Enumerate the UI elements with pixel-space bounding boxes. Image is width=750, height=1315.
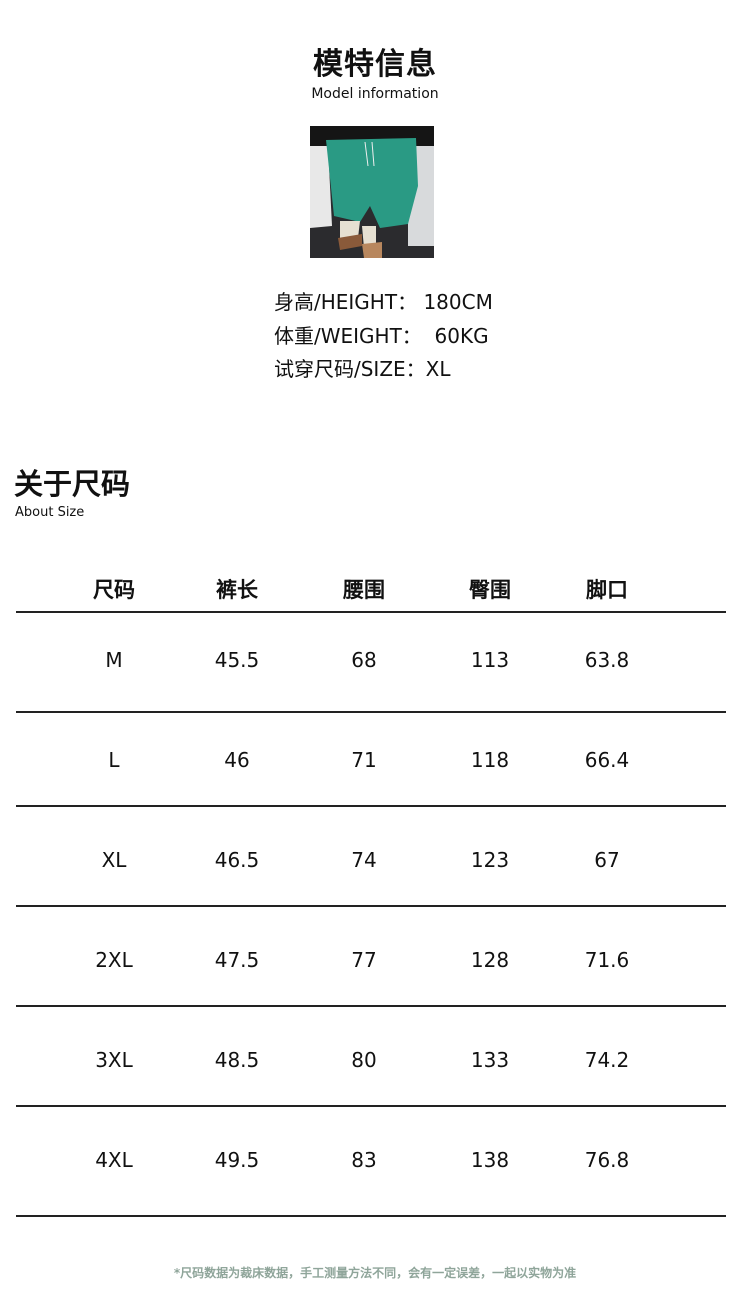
table-cell: 118	[470, 748, 510, 772]
table-cell: 74.2	[584, 1048, 630, 1072]
table-cell: 67	[594, 848, 620, 872]
table-cell: 71.6	[584, 948, 630, 972]
table-cell: 4XL	[95, 1148, 133, 1172]
table-header-cell: 尺码	[93, 578, 135, 602]
table-cell: M	[105, 648, 123, 672]
table-cell: XL	[101, 848, 127, 872]
table-cell: 71	[351, 748, 377, 772]
table-cell: 76.8	[584, 1148, 630, 1172]
model-weight: 体重/WEIGHT： 60KG	[274, 324, 489, 348]
height-value: 180CM	[423, 290, 493, 314]
table-cell: 2XL	[95, 948, 133, 972]
table-cell: 123	[470, 848, 510, 872]
size-section-subtitle: About Size	[15, 505, 85, 520]
table-cell: 3XL	[95, 1048, 133, 1072]
table-cell: 128	[470, 948, 510, 972]
table-cell: 83	[351, 1148, 377, 1172]
table-cell: 47.5	[214, 948, 260, 972]
model-height: 身高/HEIGHT： 180CM	[274, 290, 493, 314]
table-cell: L	[108, 748, 120, 772]
table-header-cell: 脚口	[586, 578, 628, 602]
table-divider	[16, 611, 726, 613]
table-cell: 80	[351, 1048, 377, 1072]
table-divider	[16, 805, 726, 807]
table-cell: 46	[224, 748, 250, 772]
table-divider	[16, 1105, 726, 1107]
table-cell: 68	[351, 648, 377, 672]
measurement-note: *尺码数据为裁床数据，手工测量方法不同，会有一定误差，一起以实物为准	[173, 1266, 577, 1280]
table-cell: 77	[351, 948, 377, 972]
table-cell: 45.5	[214, 648, 260, 672]
table-divider	[16, 711, 726, 713]
model-info-title: 模特信息	[313, 47, 437, 82]
model-info-subtitle: Model information	[311, 86, 439, 102]
model-photo	[310, 126, 434, 258]
table-cell: 138	[470, 1148, 510, 1172]
table-cell: 133	[470, 1048, 510, 1072]
table-divider	[16, 1215, 726, 1217]
table-cell: 46.5	[214, 848, 260, 872]
table-cell: 49.5	[214, 1148, 260, 1172]
table-cell: 74	[351, 848, 377, 872]
table-header-cell: 裤长	[216, 578, 258, 602]
table-cell: 48.5	[214, 1048, 260, 1072]
height-label: 身高/HEIGHT：	[274, 290, 418, 314]
table-divider	[16, 905, 726, 907]
table-cell: 66.4	[584, 748, 630, 772]
size-section-title: 关于尺码	[14, 467, 131, 501]
table-cell: 63.8	[584, 648, 630, 672]
model-size: 试穿尺码/SIZE：XL	[274, 357, 451, 381]
table-header-cell: 腰围	[343, 578, 385, 602]
table-cell: 113	[470, 648, 510, 672]
size-label: 试穿尺码/SIZE：	[274, 357, 426, 381]
weight-value: 60KG	[434, 324, 489, 348]
table-divider	[16, 1005, 726, 1007]
table-header-cell: 臀围	[469, 578, 511, 602]
size-value: XL	[425, 357, 451, 381]
weight-label: 体重/WEIGHT：	[274, 324, 422, 348]
